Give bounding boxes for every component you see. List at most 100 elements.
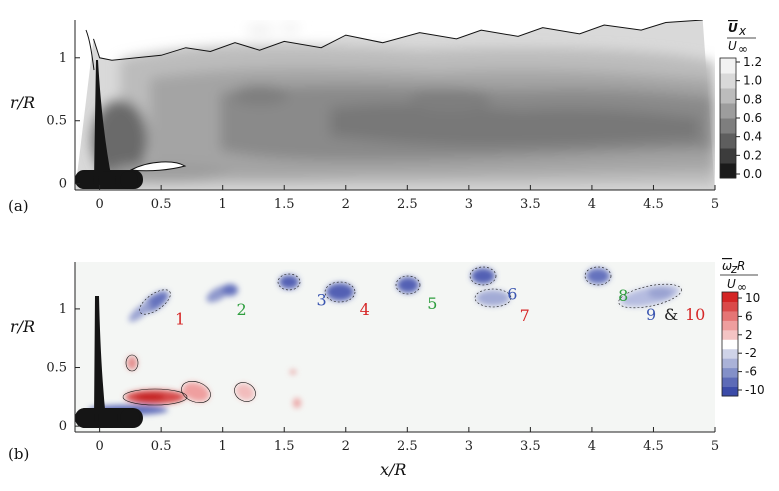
x-tick-label: 3.5 xyxy=(520,197,541,212)
nacelle-wheel xyxy=(75,408,95,428)
y-tick-label: 0 xyxy=(59,177,67,192)
vortex-label-3: 3 xyxy=(317,291,327,310)
vortex-label-8: 8 xyxy=(618,286,628,305)
vortex-label-6: 6 xyxy=(507,285,517,304)
y-tick-label: 0.5 xyxy=(46,361,67,376)
y-ticks-b: 00.51 xyxy=(46,302,80,434)
colorbar-b-swatch xyxy=(722,301,738,312)
vortex-label-10: 10 xyxy=(685,305,705,324)
x-tick-label: 0 xyxy=(95,197,103,212)
colorbar-a-swatch xyxy=(720,118,736,134)
colorbar-b-label-inf: ∞ xyxy=(737,280,747,294)
colorbar-b-swatch xyxy=(722,377,738,388)
colorbar-b-swatch xyxy=(722,348,738,359)
colorbar-a: U x U ∞ 1.2 1.0 0.8 0.6 0.4 0.2 0.0 xyxy=(719,21,762,181)
colorbar-label-inf: ∞ xyxy=(738,42,748,56)
x-tick-label: 1 xyxy=(219,439,227,454)
x-ticks-a: 0 0.5 1 1.5 2 2.5 3 3.5 4 4.5 5 xyxy=(95,185,719,212)
colorbar-b-swatch xyxy=(722,310,738,321)
colorbar-b-swatch xyxy=(722,329,738,340)
x-tick-label: 0 xyxy=(95,439,103,454)
x-tick-label: 5 xyxy=(711,439,719,454)
colorbar-b: ω z R U ∞ 10 6 2 -2 -6 -10 xyxy=(720,259,765,397)
y-tick-label: 1 xyxy=(59,302,67,317)
colorbar-b-swatch xyxy=(722,386,738,397)
colorbar-b-tick-label: -6 xyxy=(745,365,757,379)
y-tick-label: 0 xyxy=(59,419,67,434)
colorbar-b-swatch xyxy=(722,358,738,369)
x-tick-label: 5 xyxy=(711,197,719,212)
colorbar-a-swatch xyxy=(720,163,736,179)
vortex-labels: 1 2 3 4 5 67 8 xyxy=(175,285,628,329)
nacelle-wheel xyxy=(98,171,116,189)
velocity-contours xyxy=(92,23,715,185)
nacelle-wheel xyxy=(120,171,138,189)
colorbar-b-label-R: R xyxy=(737,259,745,273)
nacelle-wheel xyxy=(98,408,118,428)
y-ticks-a: 00.51 xyxy=(46,51,80,192)
panel-label-a: (a) xyxy=(8,197,29,215)
x-tick-label: 3 xyxy=(465,439,473,454)
x-tick-label: 4.5 xyxy=(643,439,664,454)
support-mast xyxy=(94,60,112,180)
colorbar-a-tick-label: 1.0 xyxy=(743,74,762,88)
support-mast xyxy=(94,296,106,420)
colorbar-b-swatch xyxy=(722,339,738,350)
panel-b-chart: 0 0.5 1 1.5 2 2.5 3 3.5 4 4.5 5 00.51 1 2 3 4 5 678 9 &… xyxy=(8,259,765,479)
colorbar-b-swatch xyxy=(722,292,738,302)
colorbar-a-swatch xyxy=(720,58,736,74)
colorbar-b-tick-label: -10 xyxy=(745,383,765,397)
panel-label-b: (b) xyxy=(8,445,29,463)
vortex-label-4: 4 xyxy=(360,300,370,319)
recirculation-pocket xyxy=(129,161,187,172)
vortex-label-5: 5 xyxy=(427,294,437,313)
x-tick-label: 2.5 xyxy=(397,439,418,454)
colorbar-b-tick-label: 2 xyxy=(745,328,753,342)
colorbar-label-numerator: U xyxy=(728,21,738,35)
vortex-label-ampersand: & xyxy=(664,305,678,324)
colorbar-label-denominator: U xyxy=(728,39,737,53)
vortex-label-2: 2 xyxy=(237,300,247,319)
x-tick-label: 1.5 xyxy=(274,439,295,454)
vortex-label-1: 1 xyxy=(175,309,185,328)
x-tick-label: 0.5 xyxy=(151,197,172,212)
x-ticks-b: 0 0.5 1 1.5 2 2.5 3 3.5 4 4.5 5 xyxy=(95,427,719,454)
colorbar-a-tick-label: 0.0 xyxy=(743,167,762,181)
x-tick-label: 1.5 xyxy=(274,197,295,212)
colorbar-a-tick-label: 0.2 xyxy=(743,148,762,162)
nacelle-wheel xyxy=(76,171,94,189)
vortex-label-9: 9 xyxy=(646,305,656,324)
x-axis-label: x/R xyxy=(380,460,406,479)
y-tick-label: 1 xyxy=(59,51,67,66)
colorbar-b-swatch xyxy=(722,367,738,378)
plot-background xyxy=(75,262,715,432)
x-tick-label: 2 xyxy=(342,439,350,454)
x-tick-label: 2 xyxy=(342,197,350,212)
y-tick-label: 0.5 xyxy=(46,114,67,129)
vortex-label-7: 7 xyxy=(520,306,530,325)
colorbar-a-tick-label: 0.4 xyxy=(743,130,762,144)
colorbar-b-tick-label: 10 xyxy=(745,291,760,305)
x-tick-label: 3 xyxy=(465,197,473,212)
colorbar-a-tick-label: 1.2 xyxy=(743,55,762,69)
colorbar-a-swatch xyxy=(720,148,736,164)
colorbar-a-swatch xyxy=(720,88,736,104)
x-tick-label: 4.5 xyxy=(643,197,664,212)
nacelle-wheel xyxy=(120,408,140,428)
colorbar-b-swatch xyxy=(722,320,738,331)
x-tick-label: 1 xyxy=(219,197,227,212)
panel-a-chart: 0 0.5 1 1.5 2 2.5 3 3.5 4 4.5 5 00.51 r/R (a) U x … xyxy=(8,20,762,215)
colorbar-b-label-sub: z xyxy=(730,262,738,276)
y-axis-label-b: r/R xyxy=(10,317,35,336)
wake-boundary-line xyxy=(93,20,703,61)
colorbar-a-tick-label: 0.6 xyxy=(743,111,762,125)
x-tick-label: 3.5 xyxy=(520,439,541,454)
colorbar-a-swatch xyxy=(720,103,736,119)
colorbar-b-tick-label: 6 xyxy=(745,309,753,323)
colorbar-b-label-denominator: U xyxy=(727,277,736,291)
y-axis-label-a: r/R xyxy=(10,93,35,112)
colorbar-a-swatch xyxy=(720,133,736,149)
x-tick-label: 2.5 xyxy=(397,197,418,212)
colorbar-label-sub: x xyxy=(738,24,747,38)
